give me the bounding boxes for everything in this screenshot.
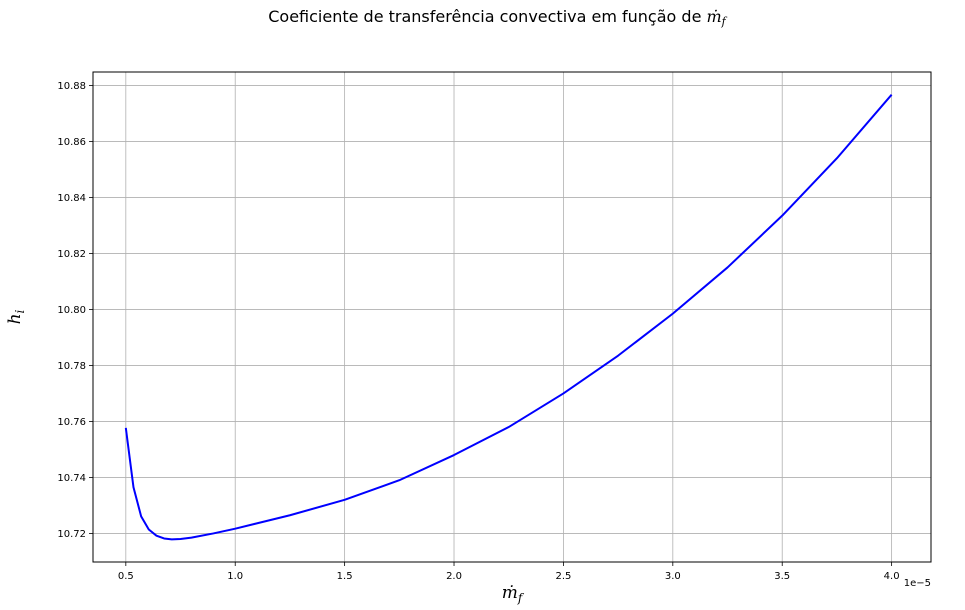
x-tick-label: 1.5 — [337, 571, 353, 582]
y-tick-label: 10.86 — [57, 137, 86, 148]
y-tick-label: 10.80 — [57, 305, 86, 316]
y-tick-label: 10.76 — [57, 417, 86, 428]
y-tick-label: 10.84 — [57, 193, 86, 204]
series-line — [124, 94, 893, 541]
x-offset-label: 1e−5 — [904, 578, 931, 589]
title-symbol: ṁ — [707, 7, 722, 26]
x-tick-label: 4.0 — [884, 571, 900, 582]
x-tick-label: 3.0 — [665, 571, 681, 582]
y-axis-ticks: 10.72 10.74 10.76 10.78 10.80 10.82 10.84 10.86… — [57, 81, 93, 540]
y-tick-label: 10.72 — [57, 529, 86, 540]
x-tick-label: 1.0 — [227, 571, 243, 582]
grid-lines — [93, 72, 931, 562]
x-tick-label: 0.5 — [118, 571, 134, 582]
plot-frame — [92, 71, 932, 563]
series-layer — [124, 94, 893, 541]
x-axis-ticks: 0.5 1.0 1.5 2.0 2.5 3.0 3.5 4.0 — [118, 562, 900, 582]
y-tick-label: 10.88 — [57, 81, 86, 92]
x-tick-label: 2.0 — [446, 571, 462, 582]
y-tick-label: 10.82 — [57, 249, 86, 260]
x-tick-label: 2.5 — [555, 571, 571, 582]
y-tick-label: 10.74 — [57, 473, 86, 484]
y-axis-label: hi — [5, 309, 27, 324]
y-tick-label: 10.78 — [57, 361, 86, 372]
x-tick-label: 3.5 — [774, 571, 790, 582]
x-axis-label: ṁf — [502, 583, 525, 605]
chart-title: Coeficiente de transferência convectiva … — [268, 7, 727, 28]
